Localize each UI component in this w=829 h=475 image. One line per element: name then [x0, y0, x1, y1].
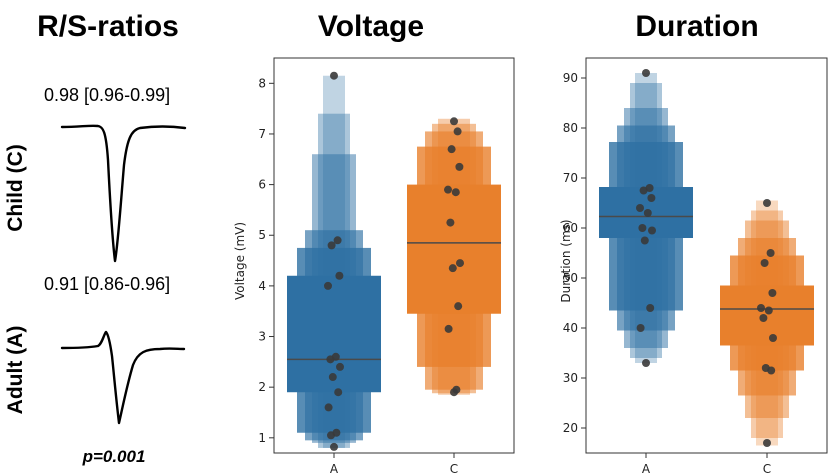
voltage-point-c: [453, 127, 462, 136]
duration-point-c: [763, 439, 771, 447]
voltage-point-a: [324, 403, 333, 412]
duration-y-tick-label: 90: [563, 71, 578, 85]
duration-y-tick-label: 50: [563, 271, 578, 285]
duration-point-c: [766, 249, 775, 257]
voltage-point-c: [454, 302, 463, 311]
voltage-point-a: [334, 388, 343, 397]
duration-point-a: [642, 69, 650, 77]
duration-point-a: [643, 209, 652, 217]
duration-y-tick-label: 80: [563, 121, 578, 135]
voltage-point-c: [446, 218, 455, 227]
rs-ratio-panel: R/S-ratios 0.98 [0.96-0.99] Child (C) 0.…: [4, 10, 187, 466]
duration-y-tick-label: 60: [563, 221, 578, 235]
duration-point-a: [647, 194, 656, 202]
duration-point-a: [636, 324, 645, 332]
voltage-point-c: [455, 162, 464, 171]
duration-x-tick-label-c: C: [763, 462, 771, 475]
voltage-point-a: [335, 271, 344, 280]
duration-point-c: [767, 366, 776, 375]
duration-point-a: [636, 204, 644, 212]
voltage-x-tick-label-c: C: [450, 462, 458, 475]
voltage-boxen-a-level: [287, 275, 381, 393]
voltage-y-tick-label: 8: [258, 76, 266, 90]
voltage-y-tick-label: 1: [258, 431, 266, 445]
p-value: p=0.001: [82, 447, 146, 466]
duration-y-tick-label: 30: [563, 371, 578, 385]
adult-waveform: [60, 330, 186, 425]
child-row-label: Child (C): [4, 144, 27, 231]
voltage-plot-frame: [273, 57, 515, 454]
duration-point-c: [764, 306, 773, 315]
duration-point-a: [648, 226, 656, 235]
voltage-y-tick-label: 3: [258, 330, 266, 344]
voltage-chart-title: Voltage: [318, 10, 424, 43]
duration-point-a: [646, 304, 655, 312]
duration-y-axis-label: Duration (ms): [559, 219, 573, 302]
duration-point-a: [640, 236, 649, 245]
voltage-point-c: [444, 324, 453, 333]
voltage-plot-area: 1 2 3 4 5 6 7 8 A C: [258, 71, 501, 475]
voltage-x-tick-label-a: A: [330, 462, 339, 475]
duration-x-tick-label-a: A: [642, 462, 651, 475]
child-ratio-value: 0.98 [0.96-0.99]: [44, 85, 170, 105]
voltage-point-a: [324, 281, 332, 290]
duration-point-a: [638, 224, 647, 232]
duration-plot-frame: [585, 57, 828, 454]
voltage-y-axis-label: Voltage (mV): [233, 222, 247, 300]
voltage-point-c: [447, 145, 456, 154]
duration-point-c: [760, 259, 769, 267]
duration-y-tick-label: 40: [563, 321, 578, 335]
voltage-point-a: [330, 442, 338, 451]
duration-boxen-c-level: [720, 285, 814, 346]
duration-plot-area: 20 30 40 50 60 70 80 90 A C: [563, 69, 814, 475]
voltage-y-tick-label: 7: [258, 127, 266, 141]
adult-row-label: Adult (A): [4, 326, 27, 415]
voltage-y-tick-label: 5: [258, 228, 266, 242]
child-waveform: [60, 124, 187, 263]
duration-point-a: [645, 184, 654, 192]
duration-point-c: [763, 199, 771, 207]
rs-ratio-title: R/S-ratios: [37, 10, 179, 43]
adult-ratio-value: 0.91 [0.86-0.96]: [44, 274, 170, 294]
duration-chart-title: Duration: [635, 10, 758, 43]
voltage-y-tick-label: 6: [258, 178, 266, 192]
voltage-point-a: [326, 355, 335, 364]
duration-point-c: [757, 304, 765, 312]
duration-point-c: [769, 334, 777, 342]
voltage-point-a: [333, 236, 342, 245]
duration-point-a: [639, 186, 648, 195]
voltage-point-c: [448, 264, 457, 273]
duration-point-c: [759, 314, 768, 322]
voltage-y-tick-label: 4: [258, 279, 266, 293]
voltage-boxen-c-level: [407, 184, 501, 314]
voltage-point-c: [444, 185, 452, 194]
duration-y-tick-label: 20: [563, 421, 578, 435]
voltage-point-a: [328, 373, 337, 382]
voltage-point-c: [451, 188, 460, 197]
voltage-point-c: [450, 388, 458, 397]
voltage-point-a: [336, 362, 344, 371]
voltage-point-c: [456, 259, 464, 268]
duration-chart: Duration Duration (ms) 20 30 40 50 60 70 80 90 A…: [559, 10, 828, 475]
voltage-point-a: [327, 431, 335, 440]
duration-point-c: [768, 289, 777, 297]
voltage-point-a: [327, 241, 336, 250]
duration-y-tick-label: 70: [563, 171, 578, 185]
voltage-y-tick-label: 2: [258, 380, 266, 394]
duration-point-a: [642, 359, 650, 367]
voltage-chart: Voltage Voltage (mV) 1 2 3 4 5 6 7 8 A C: [233, 10, 515, 475]
voltage-point-a: [330, 71, 338, 80]
voltage-point-c: [450, 117, 458, 126]
